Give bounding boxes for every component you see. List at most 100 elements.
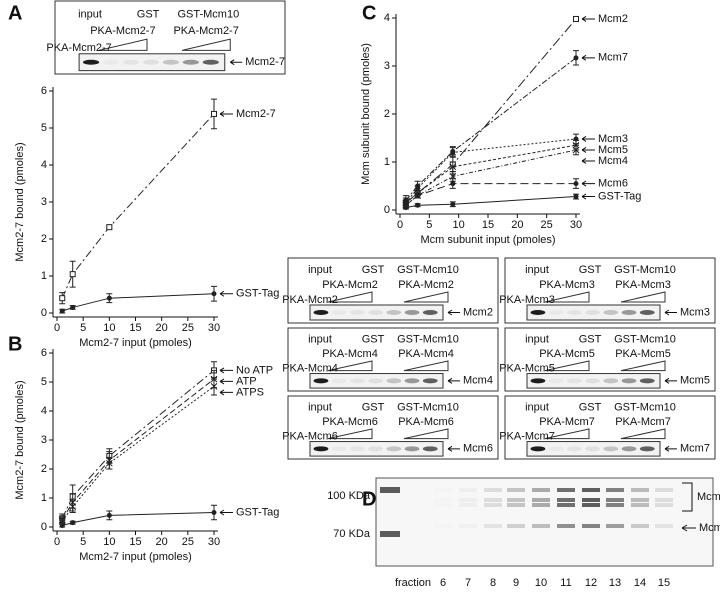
- lane-label: input: [525, 402, 549, 414]
- band: [639, 378, 655, 384]
- band: [331, 310, 347, 315]
- wedge: [620, 360, 666, 372]
- series-line: [405, 138, 577, 204]
- panel-letter: C: [362, 2, 376, 24]
- protein-label: PKA-Mcm6: [398, 416, 454, 428]
- gel-band: [606, 503, 624, 507]
- gel-band: [582, 498, 600, 502]
- x-tick-label: 5: [80, 536, 86, 548]
- gel-band: [484, 503, 502, 507]
- marker: [573, 194, 579, 200]
- target-arrow: [447, 445, 460, 452]
- x-tick-label: 30: [208, 536, 220, 548]
- protein-label: PKA-Mcm3: [539, 279, 595, 291]
- marker: [573, 55, 579, 61]
- y-axis-label: Mcm2-7 bound (pmoles): [14, 380, 26, 499]
- band: [603, 378, 619, 384]
- gel-band: [582, 503, 600, 507]
- series-line: [61, 385, 215, 522]
- blot-frame: [504, 257, 716, 324]
- fraction-number: 15: [658, 577, 670, 589]
- wedge: [403, 291, 449, 303]
- band: [331, 446, 347, 452]
- x-axis-label: Mcm2-7 input (pmoles): [79, 337, 191, 349]
- label-arrow: [581, 147, 595, 153]
- target-label: Mcm7: [680, 443, 710, 455]
- band: [566, 446, 582, 452]
- band: [548, 310, 564, 315]
- lane-label: GST-Mcm10: [614, 334, 676, 346]
- wedge: [327, 291, 373, 303]
- label-arrow: [219, 111, 233, 117]
- series-line: [61, 113, 215, 299]
- lane-label: GST-Mcm10: [177, 8, 239, 20]
- ladder-band: [380, 531, 400, 537]
- gel-band: [557, 488, 575, 492]
- band: [621, 446, 637, 452]
- x-axis-label: Mcm subunit input (pmoles): [420, 234, 555, 246]
- x-tick-label: 0: [54, 536, 60, 548]
- band: [530, 310, 546, 315]
- series-label: ATPS: [236, 386, 264, 398]
- series-label: Mcm3: [598, 133, 628, 145]
- ladder-band: [380, 487, 400, 493]
- band: [639, 446, 655, 452]
- gel-band: [459, 488, 477, 492]
- band: [122, 59, 140, 65]
- gel-band: [434, 498, 452, 502]
- target-arrow: [229, 59, 243, 66]
- band: [202, 59, 219, 65]
- band: [530, 446, 546, 452]
- band: [313, 378, 329, 384]
- target-label: Mcm2-7: [245, 56, 285, 68]
- y-tick-label: 1: [384, 156, 390, 168]
- marker: [573, 181, 579, 187]
- lane-label: GST: [579, 264, 602, 276]
- series-label: Mcm5: [598, 144, 628, 156]
- band: [368, 446, 383, 452]
- marker: [70, 304, 76, 310]
- gel-band: [484, 524, 502, 528]
- marker: [415, 185, 421, 191]
- x-tick-label: 25: [541, 219, 553, 231]
- target-arrow: [664, 377, 677, 384]
- protein-label: PKA-Mcm2-7: [90, 25, 155, 37]
- target-label: Mcm3: [680, 306, 710, 318]
- band: [585, 378, 600, 384]
- gel-band: [434, 524, 452, 528]
- wedge: [98, 38, 148, 51]
- band: [349, 446, 365, 452]
- label-arrow: [581, 54, 595, 61]
- protein-label: PKA-Mcm6: [322, 416, 378, 428]
- band: [530, 378, 546, 384]
- band: [548, 446, 564, 452]
- y-tick-label: 4: [41, 159, 47, 171]
- protein-label: PKA-Mcm5: [615, 348, 671, 360]
- band: [422, 310, 438, 315]
- band: [548, 378, 564, 384]
- lane-label: GST-Mcm10: [397, 264, 459, 276]
- band: [621, 310, 637, 315]
- marker: [211, 291, 217, 297]
- marker: [450, 201, 456, 207]
- gel-band: [532, 524, 550, 528]
- lane-label: input: [308, 334, 332, 346]
- band: [404, 378, 420, 384]
- panel-letter: A: [8, 2, 22, 24]
- lane-label: input: [78, 8, 102, 20]
- fraction-number: 10: [535, 577, 547, 589]
- wedge: [544, 291, 590, 303]
- fraction-number: 7: [465, 577, 471, 589]
- gel-band: [484, 498, 502, 502]
- y-tick-label: 5: [41, 376, 47, 388]
- marker: [59, 308, 65, 314]
- y-tick-label: 6: [41, 347, 47, 359]
- gel-band: [507, 503, 525, 507]
- lane-label: GST-Mcm10: [397, 402, 459, 414]
- band: [368, 310, 383, 315]
- label-arrow: [581, 180, 595, 187]
- panel-letter: D: [362, 488, 376, 510]
- x-axis-label: Mcm2-7 input (pmoles): [79, 551, 191, 563]
- marker: [59, 295, 66, 302]
- y-tick-label: 3: [41, 434, 47, 446]
